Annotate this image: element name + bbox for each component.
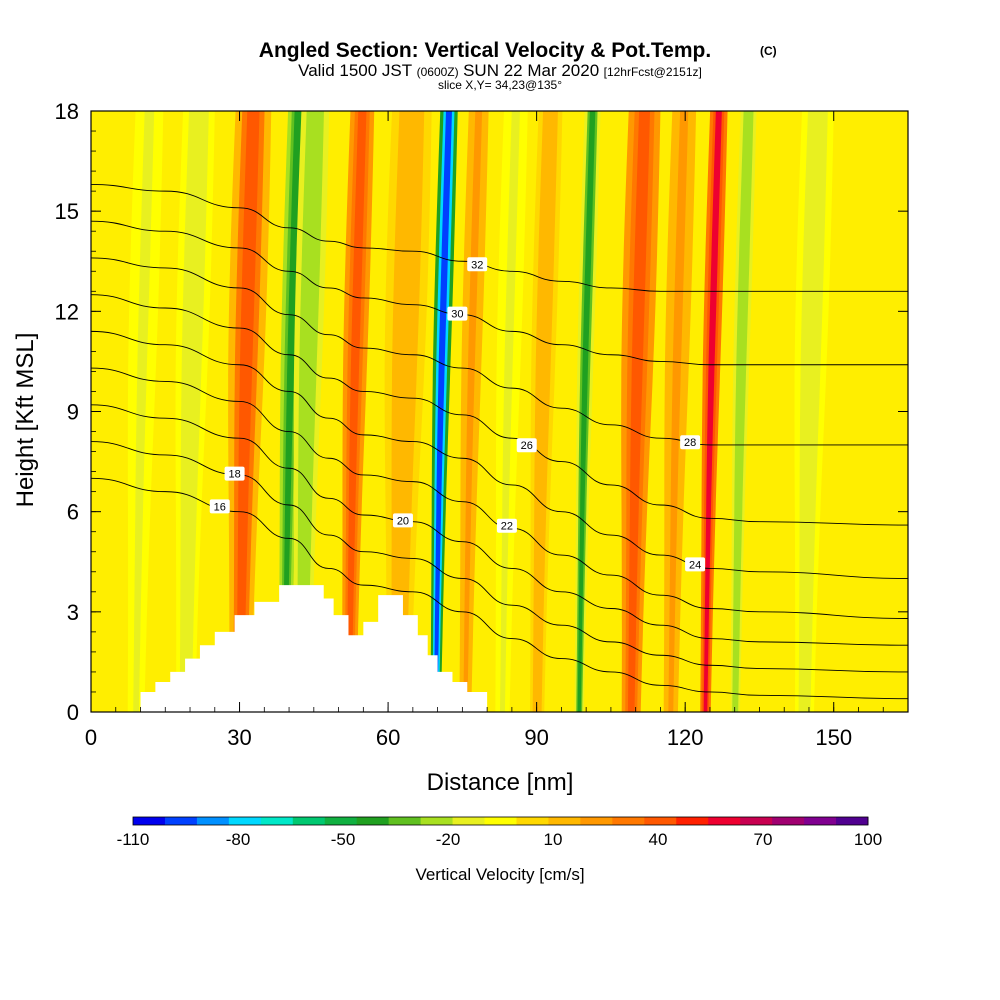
chart-title: Angled Section: Vertical Velocity & Pot.…: [259, 39, 711, 62]
colorbar-tick-100: 100: [854, 830, 882, 849]
velocity-band-16-2: [801, 111, 824, 712]
isentrope-label-26: 26: [516, 438, 537, 453]
velocity-band-10-2: [534, 111, 555, 712]
colorbar-tick-70: 70: [754, 830, 773, 849]
velocity-band-13-2: [668, 111, 689, 712]
y-tick-label-3: 3: [67, 600, 79, 625]
colorbar-swatch: [548, 817, 581, 825]
colorbar-swatch: [388, 817, 422, 825]
svg-text:22: 22: [501, 521, 513, 533]
colorbar-swatch: [292, 817, 326, 825]
colorbar-swatch: [676, 817, 709, 825]
colorbar-swatch: [260, 817, 294, 825]
velocity-band-2-2: [236, 111, 260, 712]
x-axis-label: Distance [nm]: [427, 769, 574, 796]
y-tick-label-6: 6: [67, 500, 79, 525]
colorbar-swatch: [196, 817, 230, 825]
velocity-band-5-2: [346, 111, 367, 712]
colorbar-swatch: [612, 817, 645, 825]
isentrope-label-20: 20: [392, 513, 413, 528]
svg-text:30: 30: [451, 309, 463, 321]
colorbar-swatch: [133, 817, 166, 825]
colorbar-swatch: [644, 817, 677, 825]
isentrope-label-22: 22: [496, 518, 517, 533]
isentrope-line-32: [91, 184, 908, 292]
isentropes: 16 18 20 22 24 26 28 30 32: [91, 184, 908, 700]
isentrope-line-26: [91, 294, 908, 526]
y-tick-label-12: 12: [55, 299, 79, 324]
y-tick-label-9: 9: [67, 400, 79, 425]
velocity-band-0-2: [133, 111, 155, 712]
svg-text:16: 16: [214, 501, 226, 513]
colorbar-tick--20: -20: [436, 830, 461, 849]
svg-text:32: 32: [471, 259, 483, 271]
colorbar-swatch: [484, 817, 517, 825]
x-tick-label-150: 150: [815, 725, 852, 750]
terrain: [140, 585, 488, 712]
isentrope-label-28: 28: [680, 435, 701, 450]
velocity-band-14-2: [703, 111, 722, 712]
velocity-band-9-2: [500, 111, 520, 712]
colorbar-swatch: [740, 817, 773, 825]
svg-text:20: 20: [397, 515, 409, 527]
colorbar-swatch: [836, 817, 869, 825]
isentrope-line-20: [91, 404, 908, 646]
isentrope-line-16: [91, 477, 908, 700]
velocity-band-4-2: [299, 111, 321, 712]
colorbar-swatch: [164, 817, 198, 825]
velocity-band-15-2: [733, 111, 752, 712]
isentrope-label-24: 24: [685, 557, 706, 572]
colorbar: -110 -80 -50 -20 10 40 70 100: [117, 816, 882, 849]
y-tick-label-15: 15: [55, 199, 79, 224]
colorbar-tick-40: 40: [649, 830, 668, 849]
colorbar-swatch: [420, 817, 454, 825]
colorbar-title: Vertical Velocity [cm/s]: [415, 865, 584, 884]
isentrope-label-30: 30: [447, 306, 468, 321]
colorbar-tick--50: -50: [331, 830, 356, 849]
chart-subtitle-slice: slice X,Y= 34,23@135°: [438, 78, 562, 92]
x-tick-label-30: 30: [227, 725, 251, 750]
velocity-bands: [127, 111, 834, 712]
isentrope-line-24: [91, 330, 908, 579]
velocity-band-6-2: [394, 111, 419, 712]
velocity-band-1-2: [182, 111, 205, 712]
colorbar-tick-10: 10: [544, 830, 563, 849]
velocity-band-12-2: [627, 111, 651, 712]
colorbar-tick--110: -110: [117, 830, 150, 849]
y-tick-label-18: 18: [55, 99, 79, 124]
colorbar-swatch: [324, 817, 358, 825]
chart-subtitle: Valid 1500 JST (0600Z) SUN 22 Mar 2020 […: [298, 61, 702, 80]
x-tick-label-0: 0: [85, 725, 97, 750]
colorbar-tick--80: -80: [226, 830, 251, 849]
colorbar-swatch: [804, 817, 837, 825]
isentrope-line-28: [91, 257, 908, 446]
x-tick-label-90: 90: [524, 725, 548, 750]
svg-text:24: 24: [689, 559, 701, 571]
svg-text:26: 26: [521, 440, 533, 452]
colorbar-frame: [132, 816, 869, 826]
colorbar-swatch: [708, 817, 741, 825]
isentrope-line-18: [91, 441, 908, 673]
isentrope-label-16: 16: [209, 499, 230, 514]
colorbar-swatch: [516, 817, 549, 825]
isentrope-label-32: 32: [467, 257, 488, 272]
x-tick-label-120: 120: [667, 725, 704, 750]
chart-title-note: (C): [760, 44, 777, 58]
svg-text:18: 18: [228, 469, 240, 481]
colorbar-swatch: [356, 817, 390, 825]
isentrope-line-22: [91, 367, 908, 619]
y-axis-label: Height [Kft MSL]: [12, 333, 39, 508]
colorbar-swatch: [228, 817, 262, 825]
axes: 0 30 60 90 120 150 0 3 6 9 12 15 18: [55, 99, 909, 750]
colorbar-swatch: [580, 817, 613, 825]
x-tick-label-60: 60: [376, 725, 400, 750]
isentrope-label-18: 18: [224, 466, 245, 481]
velocity-band-7-2: [433, 111, 452, 712]
y-tick-label-0: 0: [67, 700, 79, 725]
plot-area: 16 18 20 22 24 26 28 30 32: [91, 111, 908, 712]
colorbar-swatch: [772, 817, 805, 825]
svg-text:28: 28: [684, 437, 696, 449]
colorbar-swatch: [452, 817, 486, 825]
